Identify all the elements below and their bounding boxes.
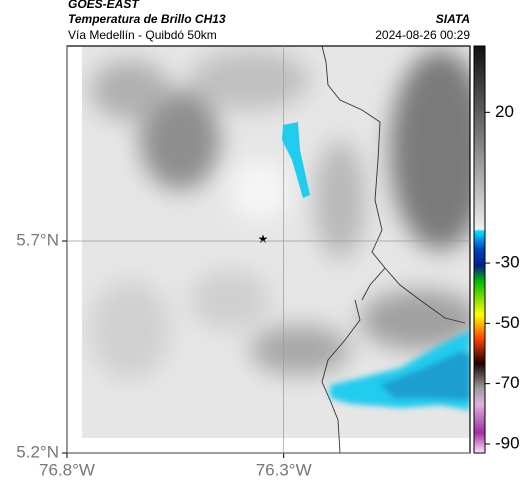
cold-cloud — [282, 122, 310, 198]
x-tick-label: 76.3°W — [256, 460, 312, 479]
y-tick-label: 5.2°N — [16, 442, 59, 461]
region: Vía Medellín - Quibdó 50km — [68, 28, 217, 42]
title: GOES-EAST — [68, 0, 140, 11]
borders — [321, 45, 466, 454]
city-marker: ★ — [258, 232, 269, 246]
colorbar — [473, 45, 486, 454]
x-tick-label: 76.8°W — [39, 460, 95, 479]
y-tick-label: 5.7°N — [16, 231, 59, 250]
colorbar-label: -50 — [495, 313, 520, 332]
colorbar-label: -90 — [495, 433, 520, 452]
colorbar-label: -70 — [495, 373, 520, 392]
cold-cloud-core — [380, 352, 470, 400]
subtitle: Temperatura de Brillo CH13 — [68, 12, 226, 26]
source: SIATA — [436, 12, 470, 26]
header: GOES-EAST Temperatura de Brillo CH13 Vía… — [68, 0, 470, 42]
timestamp: 2024-08-26 00:29 — [375, 28, 470, 42]
satellite-image — [82, 46, 470, 438]
colorbar-label: 20 — [495, 102, 514, 121]
colorbar-label: -30 — [495, 253, 520, 272]
